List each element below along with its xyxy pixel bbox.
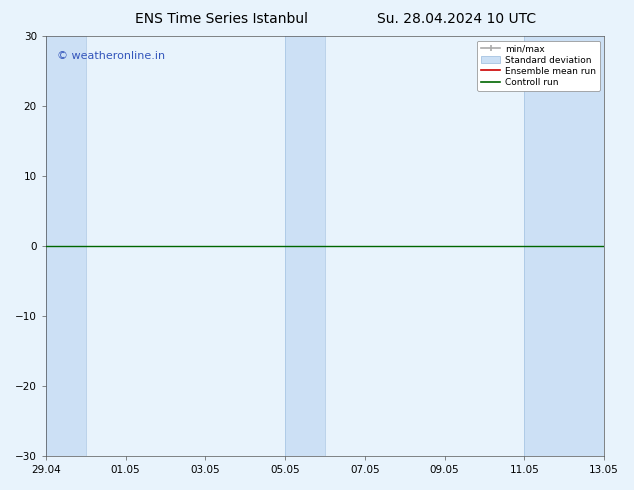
Bar <box>46 36 86 456</box>
Bar <box>524 36 604 456</box>
Legend: min/max, Standard deviation, Ensemble mean run, Controll run: min/max, Standard deviation, Ensemble me… <box>477 41 600 91</box>
Bar <box>285 36 325 456</box>
Text: ENS Time Series Istanbul: ENS Time Series Istanbul <box>136 12 308 26</box>
Text: Su. 28.04.2024 10 UTC: Su. 28.04.2024 10 UTC <box>377 12 536 26</box>
Text: © weatheronline.in: © weatheronline.in <box>57 51 165 61</box>
